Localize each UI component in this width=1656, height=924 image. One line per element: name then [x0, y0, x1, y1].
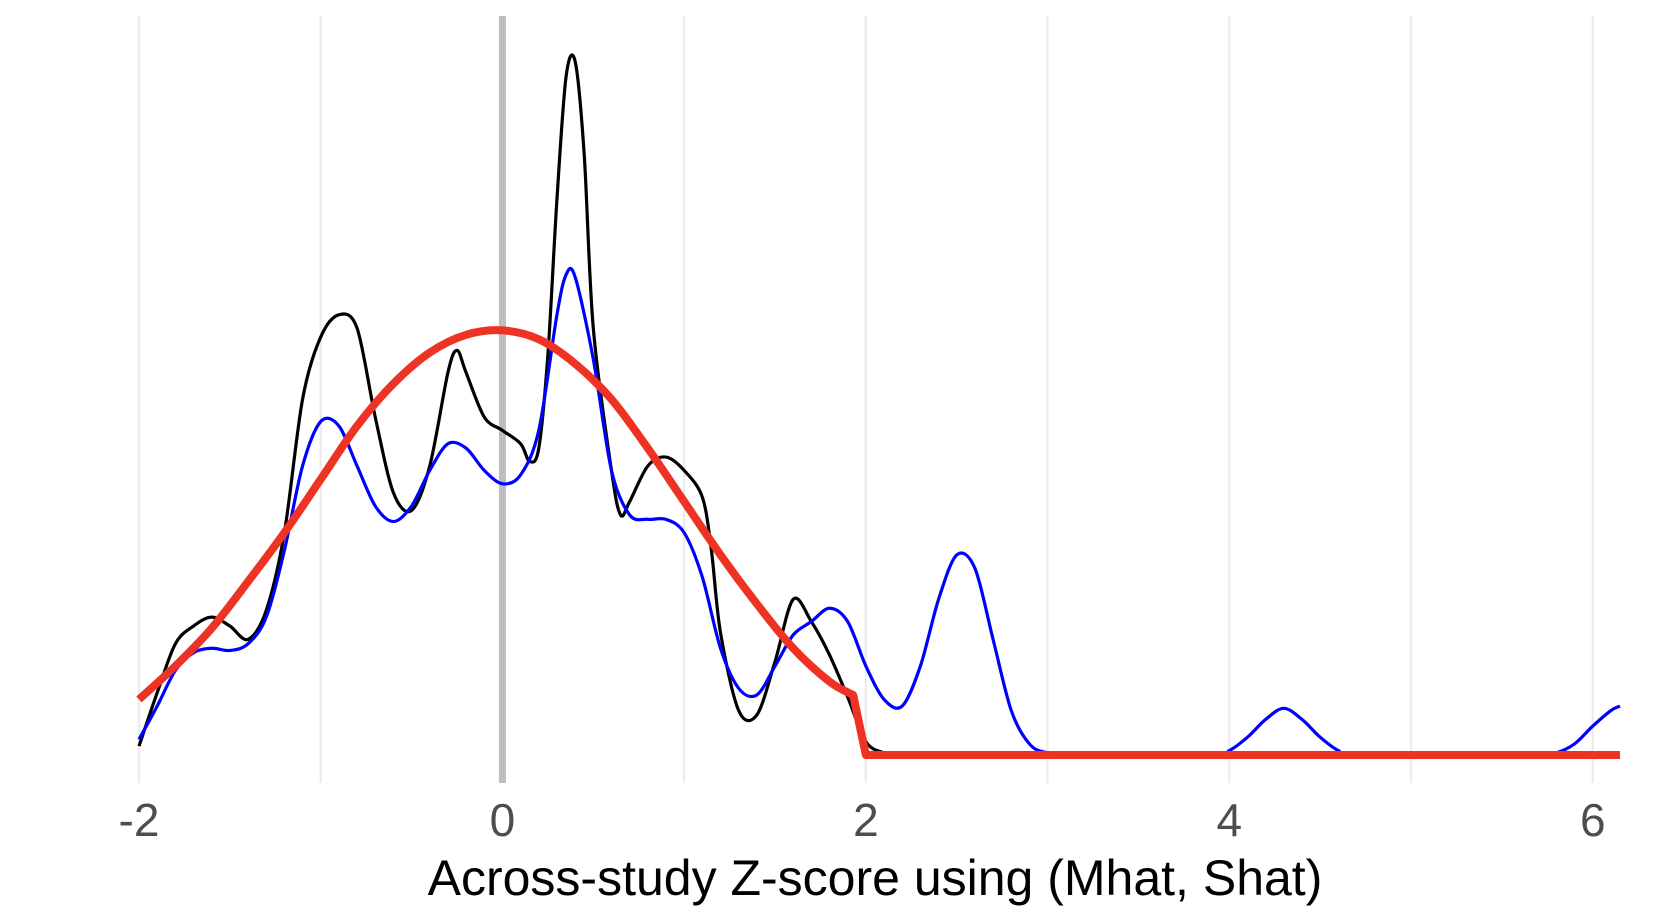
series-layer [136, 53, 1621, 759]
tick-label-layer: -2 0 2 4 6 [119, 794, 1606, 846]
x-tick-label-4: 4 [1217, 794, 1243, 846]
x-tick-label-6: 6 [1580, 794, 1606, 846]
series-line-red [136, 326, 1620, 759]
grid-layer [137, 16, 1594, 783]
x-tick-label-neg2: -2 [119, 794, 160, 846]
series-line-blue [137, 266, 1621, 757]
series-line-black [137, 53, 1620, 757]
x-axis-title: Across-study Z-score using (Mhat, Shat) [428, 850, 1323, 906]
x-tick-label-2: 2 [853, 794, 879, 846]
x-tick-label-0: 0 [490, 794, 516, 846]
